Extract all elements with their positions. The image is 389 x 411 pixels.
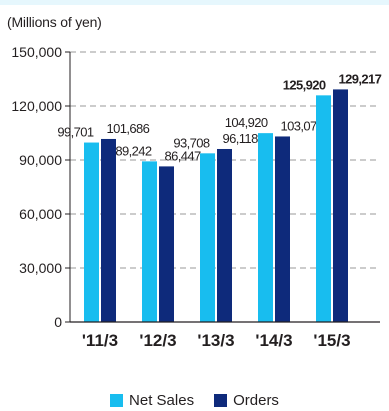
data-label: 104,920 (225, 115, 268, 130)
x-tick-label: '12/3 (139, 331, 176, 350)
data-label: 103,077 (281, 118, 324, 133)
legend-item: Net Sales (110, 392, 194, 409)
x-tick-label: '14/3 (255, 331, 292, 350)
bar-net-sales (200, 153, 215, 322)
y-tick-label: 60,000 (19, 206, 62, 222)
y-tick-label: 150,000 (11, 44, 62, 60)
bar-net-sales (84, 142, 99, 322)
legend: Net Sales Orders (0, 392, 389, 409)
data-label: 86,447 (165, 148, 202, 163)
bar-orders (333, 89, 348, 323)
y-tick-label: 30,000 (19, 260, 62, 276)
data-label: 129,217 (339, 71, 382, 86)
bar-net-sales (258, 133, 273, 322)
data-label: 96,118 (223, 131, 259, 146)
y-tick-label: 120,000 (11, 98, 62, 114)
bar-orders (101, 138, 116, 322)
data-label: 125,920 (283, 77, 326, 92)
data-label: 101,686 (107, 121, 150, 136)
legend-label: Orders (233, 392, 279, 409)
bar-chart: 0 30,000 60,000 90,000 120,000 150,000 99,701 1… (11, 44, 382, 350)
bar-net-sales (316, 95, 331, 323)
legend-label: Net Sales (129, 392, 195, 409)
y-tick-label: 90,000 (19, 152, 62, 168)
y-tick-label: 0 (54, 314, 62, 330)
data-label: 89,242 (115, 143, 152, 158)
data-label: 99,701 (57, 125, 94, 140)
bar-orders (217, 148, 232, 322)
x-tick-label: '15/3 (313, 331, 350, 350)
bar-orders (159, 166, 174, 322)
x-tick-label: '13/3 (197, 331, 234, 350)
legend-item: Orders (214, 392, 279, 409)
x-tick-label: '11/3 (82, 331, 118, 350)
legend-swatch (214, 394, 228, 407)
bar-orders (275, 136, 290, 322)
data-label: 93,708 (173, 135, 210, 150)
bar-net-sales (142, 161, 157, 322)
legend-swatch (110, 394, 124, 407)
top-band (0, 0, 389, 5)
unit-label: (Millions of yen) (7, 14, 102, 30)
